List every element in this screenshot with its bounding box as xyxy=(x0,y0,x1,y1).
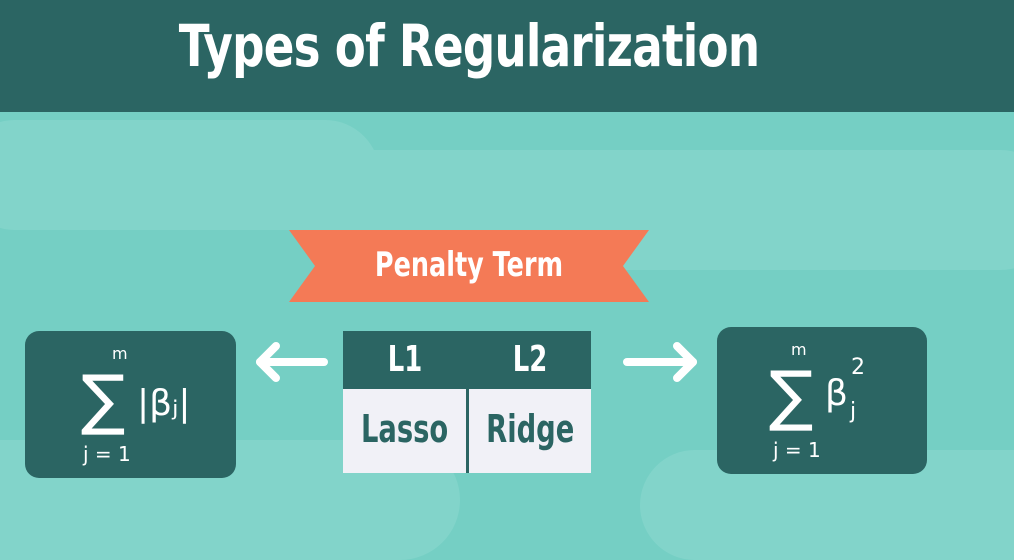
upper-limit: m xyxy=(112,344,128,363)
arrow-left-icon xyxy=(256,342,328,382)
lower-limit: j = 1 xyxy=(773,438,821,462)
l1-header-label: L1 xyxy=(387,339,422,380)
page-title: Types of Regularization xyxy=(178,12,760,80)
ribbon-label: Penalty Term xyxy=(374,245,564,285)
l2-penalty-term: β xyxy=(825,373,848,414)
header-bar: Types of Regularization xyxy=(0,0,1014,112)
l2-header-cell: L2 xyxy=(469,331,591,389)
sigma-icon: ∑ xyxy=(769,357,814,434)
lasso-label: Lasso xyxy=(360,407,449,451)
l2-formula-box: m ∑ j = 1 β 2 j xyxy=(717,327,927,474)
ribbon-shape xyxy=(289,230,649,302)
l2-subscript: j xyxy=(850,399,857,424)
table-divider xyxy=(466,331,469,473)
upper-limit: m xyxy=(791,340,807,359)
ridge-cell: Ridge xyxy=(469,389,591,473)
l1-penalty-term: |βⱼ| xyxy=(137,383,191,424)
l2-header-label: L2 xyxy=(512,339,548,380)
sigma-icon: ∑ xyxy=(81,361,126,438)
ridge-label: Ridge xyxy=(486,407,575,451)
penalty-term-ribbon: Penalty Term xyxy=(289,230,649,302)
l1-header-cell: L1 xyxy=(343,331,466,389)
regularization-table: L1 L2 Lasso Ridge xyxy=(343,331,591,473)
lasso-cell: Lasso xyxy=(343,389,466,473)
l2-superscript: 2 xyxy=(851,355,865,380)
arrow-right-icon xyxy=(623,342,697,382)
lower-limit: j = 1 xyxy=(83,442,131,466)
l1-formula-box: m ∑ j = 1 |βⱼ| xyxy=(25,331,236,478)
